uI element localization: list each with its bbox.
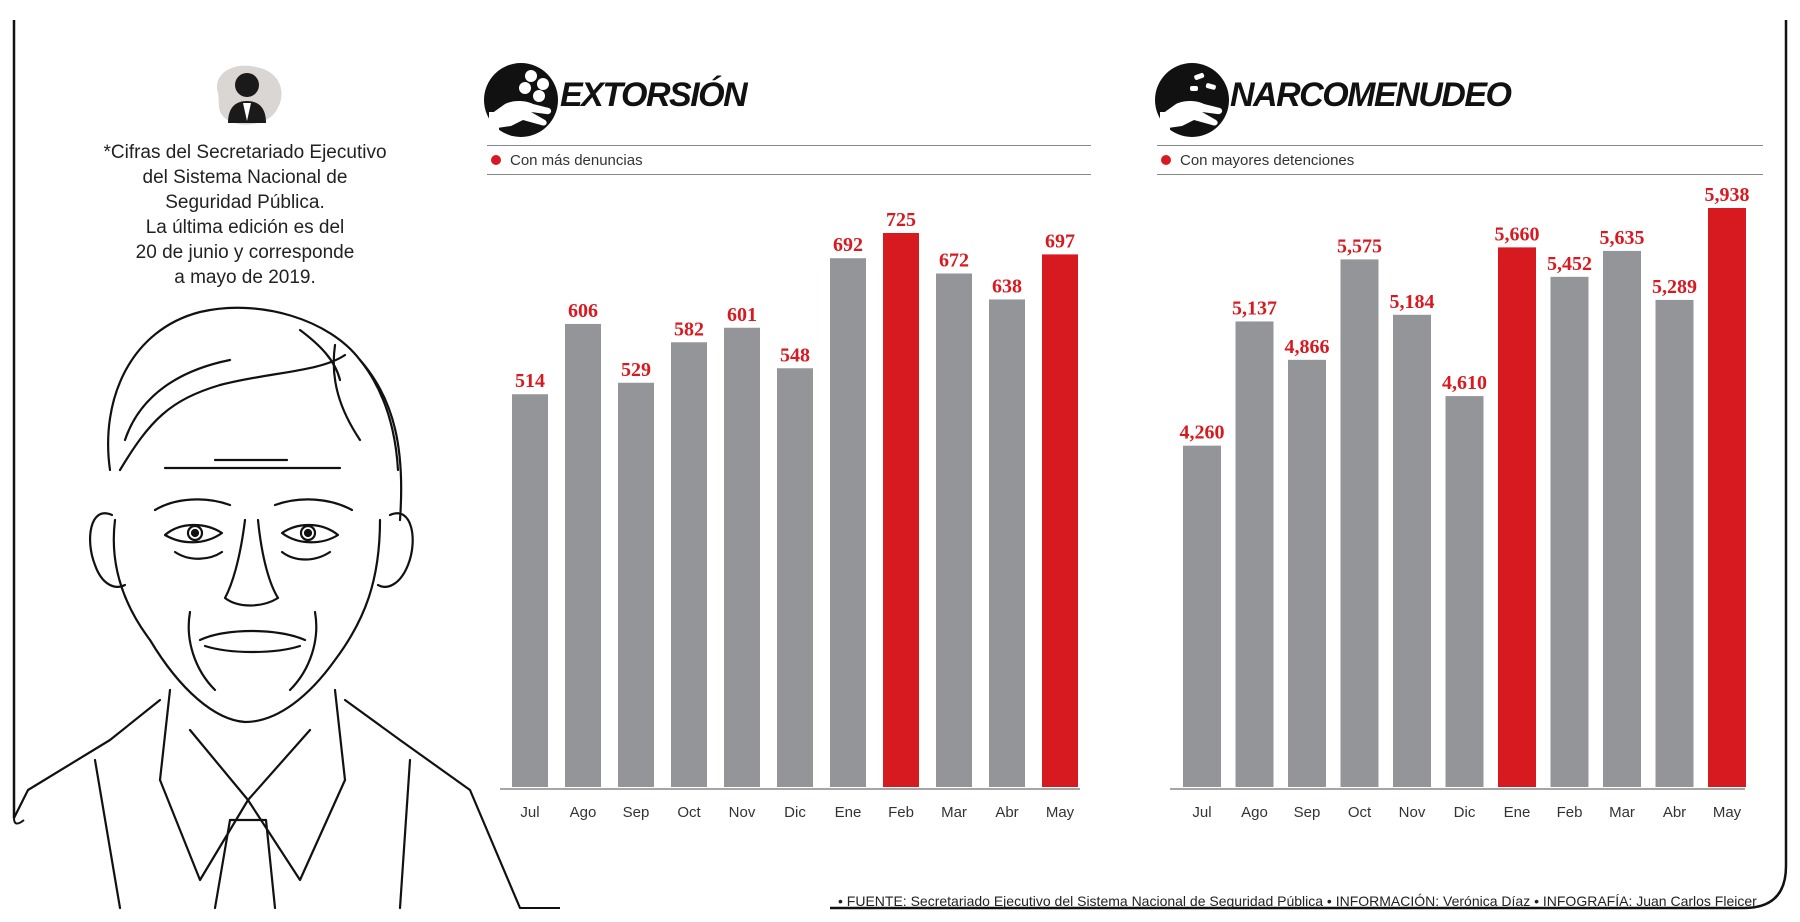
bar-sep [1288,359,1326,787]
x-tick-label: Jul [1192,804,1211,821]
data-label: 514 [515,370,545,392]
data-label: 692 [833,234,863,256]
bar-ene [1498,247,1536,787]
hand-with-pills-icon [1155,63,1229,137]
data-label: 5,635 [1600,227,1645,249]
data-label: 697 [1045,230,1075,252]
bar-jul [1183,445,1221,787]
x-tick-label: Ene [1504,804,1531,821]
bar-dic [777,368,813,787]
bar-nov [724,327,760,787]
x-tick-label: Ene [835,804,862,821]
x-tick-label: Jul [520,804,539,821]
bar-oct [671,342,707,787]
note-line: *Cifras del Secretariado Ejecutivo [103,142,387,163]
person-bust-icon [216,65,282,125]
data-label: 529 [621,359,651,381]
chart-subtitle: Con más denuncias [487,145,1091,175]
x-tick-label: Sep [1294,804,1321,821]
x-tick-label: Mar [1609,804,1635,821]
x-tick-label: Ago [1241,804,1268,821]
x-tick-label: Oct [1348,804,1372,821]
x-tick-label: Ago [570,804,597,821]
portrait-illustration [12,306,522,910]
data-label: 725 [886,209,916,231]
data-label: 5,289 [1652,276,1697,298]
note-line: Seguridad Pública. [165,192,325,213]
bar-sep [618,382,654,787]
bar-may [1042,254,1078,787]
data-label: 638 [992,275,1022,297]
note-line: La última edición es del [145,217,345,238]
x-tick-label: Nov [1399,804,1426,821]
bar-nov [1393,314,1431,787]
x-tick-label: Oct [677,804,701,821]
data-label: 4,260 [1180,422,1225,444]
bar-jul [512,394,548,787]
x-tick-label: May [1046,804,1075,821]
data-label: 5,452 [1547,253,1592,275]
data-label: 4,866 [1285,336,1330,358]
hand-with-coins-icon [484,63,558,137]
bar-may [1708,208,1746,787]
note-line: del Sistema Nacional de [142,167,348,188]
x-tick-label: Sep [623,804,650,821]
narcomenudeo-bar-chart: 4,260 Jul 5,137 Ago 4,866 Sep 5,575 Oct 5,184 Nov… [1170,184,1750,821]
note-line: a mayo de 2019. [174,267,316,288]
x-tick-label: Feb [888,804,914,821]
bar-abr [989,299,1025,787]
data-label: 4,610 [1442,372,1487,394]
data-label: 606 [568,300,598,322]
chart-subtitle-label: Con mayores detenciones [1180,151,1355,169]
legend-dot-icon [1161,155,1171,165]
chart-subtitle: Con mayores detenciones [1157,145,1763,175]
chart-title: EXTORSIÓN [560,76,748,114]
data-label: 672 [939,249,969,271]
data-label: 5,184 [1390,291,1435,313]
legend-dot-icon [491,155,501,165]
x-tick-label: Abr [995,804,1018,821]
data-label: 5,660 [1495,223,1540,245]
bar-mar [936,273,972,787]
extorsion-bar-chart: 514 Jul 606 Ago 529 Sep 582 Oct 601 Nov 548 Dic 692 E… [500,209,1080,821]
bar-ene [830,258,866,787]
chart-subtitle-label: Con más denuncias [510,151,643,169]
data-label: 5,137 [1232,297,1277,319]
footer-credits: • FUENTE: Secretariado Ejecutivo del Sis… [838,893,1757,909]
x-tick-label: May [1713,804,1742,821]
data-label: 5,575 [1337,235,1382,257]
data-label: 601 [727,304,757,326]
x-tick-label: Feb [1557,804,1583,821]
x-tick-label: Dic [784,804,806,821]
bar-ago [1235,321,1274,787]
data-label: 582 [674,318,704,340]
x-tick-label: Mar [941,804,967,821]
x-tick-label: Dic [1454,804,1476,821]
bar-abr [1655,299,1694,787]
bar-ago [565,323,601,787]
bar-feb [883,233,919,787]
note-line: 20 de junio y corresponde [135,242,355,263]
chart-title: NARCOMENUDEO [1230,76,1512,114]
data-label: 548 [780,344,810,366]
x-tick-label: Nov [729,804,756,821]
x-tick-label: Abr [1663,804,1686,821]
bar-dic [1445,396,1484,787]
data-label: 5,938 [1705,184,1750,206]
bar-feb [1550,276,1589,787]
source-note: *Cifras del Secretariado Ejecutivo del S… [95,140,395,290]
bar-oct [1340,259,1379,787]
bar-mar [1603,250,1641,788]
